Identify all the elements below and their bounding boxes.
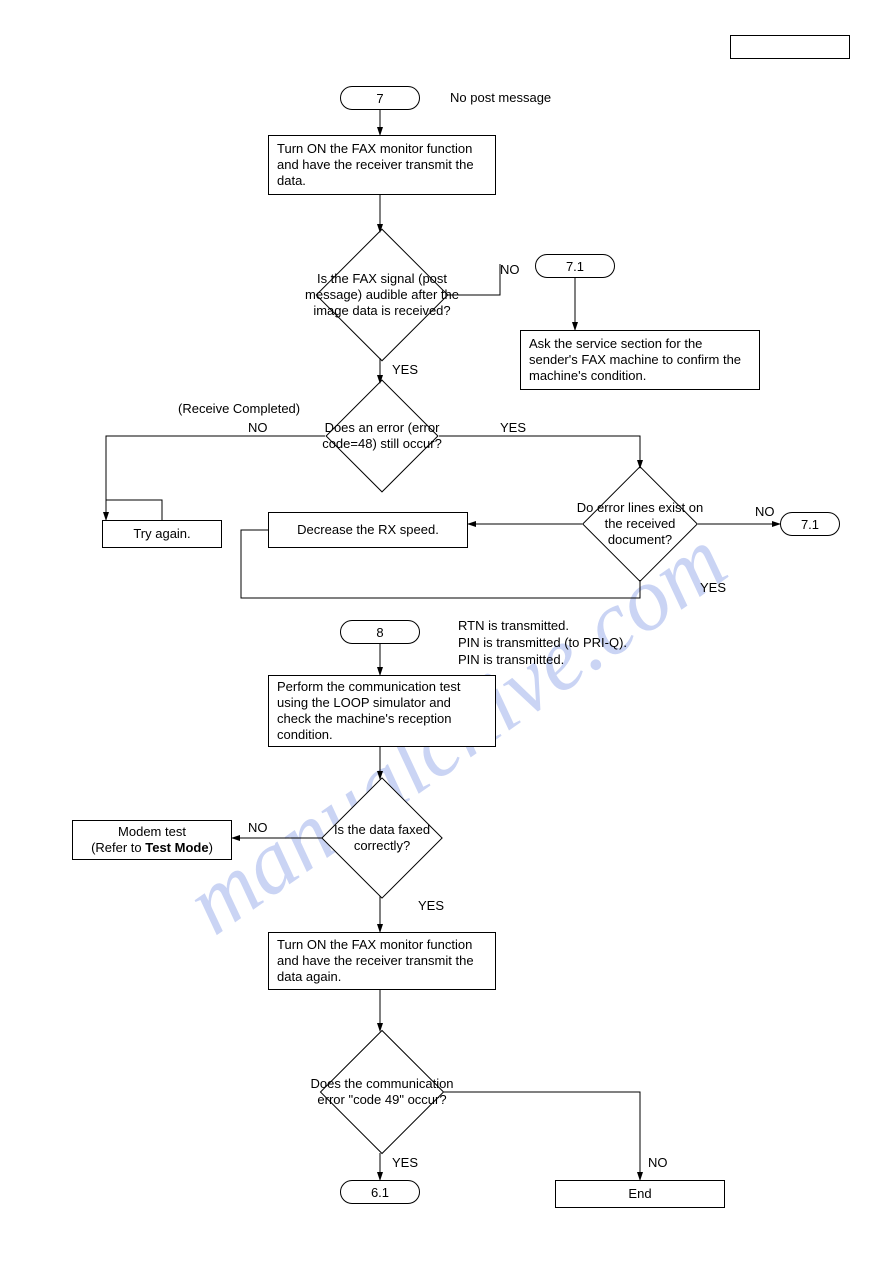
process-ask-service-section: Ask the service section for the sender's… — [520, 330, 760, 390]
label-49-no: NO — [648, 1155, 668, 1172]
label-errlines-no: NO — [755, 504, 775, 521]
process-modem-test-text: Modem test(Refer to Test Mode) — [91, 824, 213, 857]
label-errlines-yes: YES — [700, 580, 726, 597]
process-end-text: End — [628, 1186, 651, 1202]
terminator-7-1-right: 7.1 — [780, 512, 840, 536]
page-header-box — [730, 35, 850, 59]
decision-error-lines: Do error lines exist on the received doc… — [599, 483, 681, 565]
decision-fax-signal-audible: Is the FAX signal (post message) audible… — [335, 248, 429, 342]
process-turn-on-monitor-7: Turn ON the FAX monitor function and hav… — [268, 135, 496, 195]
terminator-7-label: 7 — [376, 91, 383, 106]
label-receive-completed: (Receive Completed) — [178, 401, 300, 418]
process-turn-on-monitor-8: Turn ON the FAX monitor function and hav… — [268, 932, 496, 990]
terminator-7-1-top-label: 7.1 — [566, 259, 584, 274]
page-root: manualchive.com 7 No post message Turn O… — [0, 0, 893, 1263]
process-end: End — [555, 1180, 725, 1208]
process-decrease-rx-speed: Decrease the RX speed. — [268, 512, 468, 548]
label-faxed-no: NO — [248, 820, 268, 837]
process-loop-simulator: Perform the communication test using the… — [268, 675, 496, 747]
label-err48-no: NO — [248, 420, 268, 437]
process-try-again-text: Try again. — [133, 526, 190, 542]
terminator-8-label: 8 — [376, 625, 383, 640]
decision-error-48: Does an error (error code=48) still occu… — [342, 396, 422, 476]
process-try-again: Try again. — [102, 520, 222, 548]
label-49-yes: YES — [392, 1155, 418, 1172]
label-audible-no: NO — [500, 262, 520, 279]
label-faxed-yes: YES — [418, 898, 444, 915]
terminator-7: 7 — [340, 86, 420, 110]
note-rtn-pin: RTN is transmitted. PIN is transmitted (… — [458, 618, 627, 669]
terminator-6-1: 6.1 — [340, 1180, 420, 1204]
process-turn-on-monitor-7-text: Turn ON the FAX monitor function and hav… — [277, 141, 487, 190]
terminator-6-1-label: 6.1 — [371, 1185, 389, 1200]
decision-code-49: Does the communication error "code 49" o… — [338, 1048, 426, 1136]
process-modem-test: Modem test(Refer to Test Mode) — [72, 820, 232, 860]
label-err48-yes: YES — [500, 420, 526, 437]
terminator-7-1-right-label: 7.1 — [801, 517, 819, 532]
label-audible-yes: YES — [392, 362, 418, 379]
process-turn-on-monitor-8-text: Turn ON the FAX monitor function and hav… — [277, 937, 487, 986]
process-loop-simulator-text: Perform the communication test using the… — [277, 679, 487, 744]
terminator-7-1-top: 7.1 — [535, 254, 615, 278]
decision-data-faxed-correctly: Is the data faxed correctly? — [339, 795, 425, 881]
process-decrease-rx-speed-text: Decrease the RX speed. — [297, 522, 439, 538]
note-no-post-message: No post message — [450, 90, 551, 107]
terminator-8: 8 — [340, 620, 420, 644]
process-ask-service-section-text: Ask the service section for the sender's… — [529, 336, 751, 385]
